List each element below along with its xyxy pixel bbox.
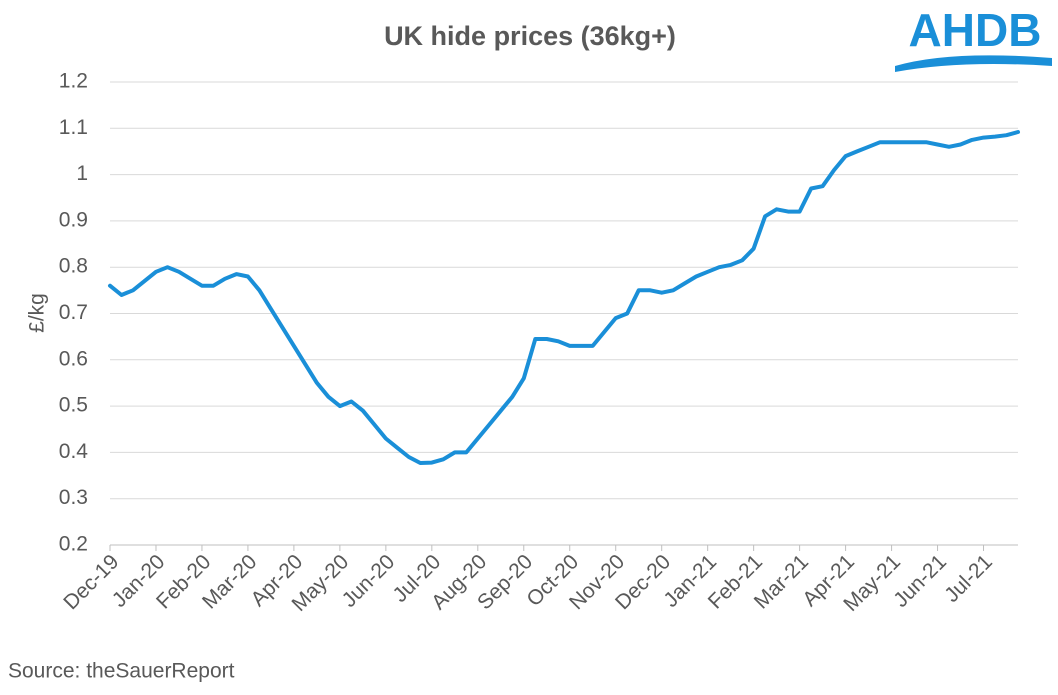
y-tick-label: 1 — [76, 162, 88, 185]
y-tick-label: 0.9 — [59, 208, 88, 231]
y-tick-label: 1.1 — [59, 116, 88, 139]
x-tick-label: Dec-19 — [59, 550, 123, 614]
y-tick-label: 0.8 — [59, 255, 88, 278]
x-tick-label: Jun-20 — [338, 550, 400, 612]
x-tick-label: Jun-21 — [889, 550, 951, 612]
y-tick-label: 0.3 — [59, 486, 88, 509]
y-tick-label: 0.2 — [59, 533, 88, 556]
logo: AHDB — [909, 4, 1042, 56]
x-tick-label: Jul-21 — [940, 550, 997, 607]
y-axis-label: £/kg — [26, 293, 49, 333]
y-tick-label: 1.2 — [59, 70, 88, 93]
y-tick-label: 0.7 — [59, 301, 88, 324]
chart-title: UK hide prices (36kg+) — [384, 21, 676, 51]
y-tick-label: 0.6 — [59, 347, 88, 370]
y-tick-label: 0.4 — [59, 440, 89, 463]
y-tick-label: 0.5 — [59, 394, 88, 417]
data-line — [108, 130, 1020, 465]
logo-wave — [895, 55, 1052, 72]
source: Source: theSauerReport — [8, 660, 235, 683]
